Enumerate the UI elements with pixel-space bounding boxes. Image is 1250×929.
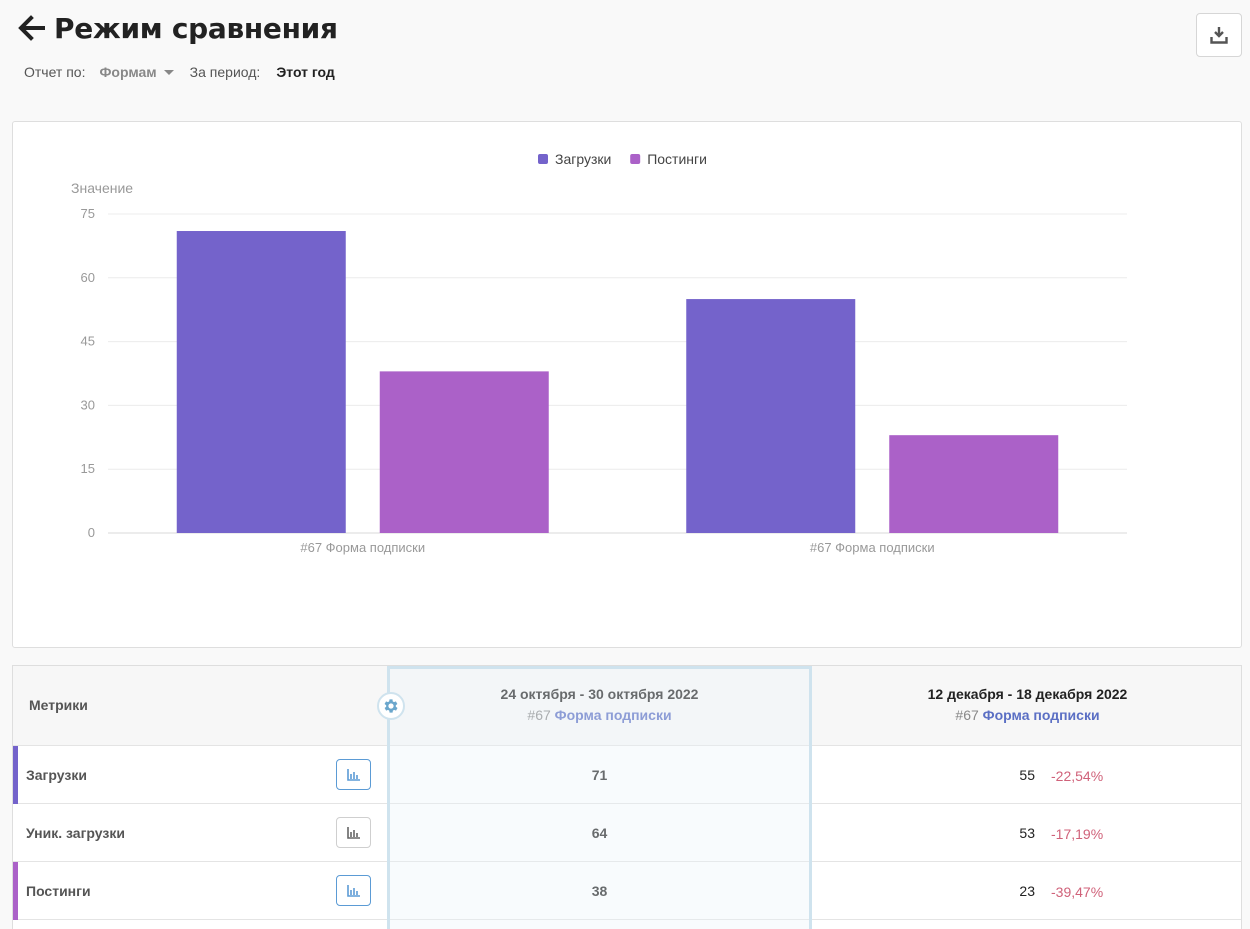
bar (686, 299, 856, 533)
y-tick-label: 45 (81, 334, 95, 349)
report-by-value: Формам (99, 64, 157, 80)
chart-toggle-button[interactable] (336, 875, 371, 906)
change-percent: -22,54% (1051, 768, 1104, 784)
change-percent: -39,47% (1051, 884, 1104, 900)
legend-swatch (630, 154, 641, 164)
gear-icon (384, 699, 398, 713)
table-row-postings: Постинги 38 23 -39,47% (13, 862, 1241, 920)
y-tick-label: 30 (81, 397, 95, 412)
legend-label: Загрузки (555, 151, 611, 167)
bar (176, 231, 346, 533)
table-row-downloads: Загрузки 71 55 -22,54% (13, 746, 1241, 804)
comparison-table: Метрики 24 октября - 30 октября 2022 #67… (12, 665, 1242, 929)
x-tick-label: #67 Форма подписки (810, 540, 935, 555)
y-tick-label: 0 (88, 525, 95, 540)
y-tick-label: 15 (81, 461, 95, 476)
legend-swatch (538, 154, 548, 164)
change-percent: -17,19% (1051, 826, 1104, 842)
chart-toggle-button[interactable] (336, 817, 371, 848)
y-tick-label: 60 (81, 270, 95, 285)
comparison-bar-chart: Загрузки Постинги Значение 0 15 30 45 60 75 #67 Ф… (71, 151, 1127, 555)
period-b-form-number: #67 (955, 707, 979, 723)
report-by-label: Отчет по: (24, 64, 86, 80)
table-row-unique-downloads: Уник. загрузки 64 53 -17,19% (13, 804, 1241, 862)
caret-down-icon (163, 69, 174, 75)
metric-name: Уник. загрузки (26, 825, 125, 841)
back-arrow-icon[interactable] (16, 13, 46, 43)
chart-toggle-button[interactable] (336, 759, 371, 790)
metric-name: Постинги (26, 883, 91, 899)
y-tick-label: 75 (81, 206, 95, 221)
legend-label: Постинги (647, 151, 707, 167)
period-a-form: #67 Форма подписки (387, 707, 812, 723)
bar (379, 371, 549, 533)
period-b-date: 12 декабря - 18 декабря 2022 (927, 686, 1128, 702)
report-by-dropdown[interactable]: Формам (99, 64, 174, 80)
period-a-form-number: #67 (527, 707, 551, 723)
period-a-form-link[interactable]: Форма подписки (554, 707, 672, 723)
report-filters: Отчет по: Формам За период: Этот год (24, 62, 335, 82)
compare-period-value: 23 (1019, 883, 1035, 899)
period-a-header: 24 октября - 30 октября 2022 #67 Форма п… (387, 666, 812, 723)
compare-period-value: 53 (1019, 825, 1035, 841)
download-button[interactable] (1196, 13, 1242, 57)
page-title: Режим сравнения (54, 11, 338, 45)
period-selector[interactable]: Этот год (276, 64, 335, 80)
base-period-value: 71 (591, 767, 608, 783)
base-period-value: 64 (591, 825, 608, 841)
chart-card: Загрузки Постинги Значение 0 15 30 45 60 75 #67 Ф… (12, 121, 1242, 648)
period-label: За период: (189, 64, 261, 80)
page-header: Режим сравнения (16, 8, 338, 48)
download-icon (1210, 27, 1228, 44)
y-axis-title: Значение (71, 180, 133, 196)
column-settings-button[interactable] (377, 692, 405, 720)
bar-chart-icon (346, 884, 360, 897)
table-header: Метрики 24 октября - 30 октября 2022 #67… (13, 666, 1241, 746)
period-a-date: 24 октября - 30 октября 2022 (500, 686, 699, 702)
row-color-marker (13, 746, 18, 804)
period-b-form: #67 Форма подписки (812, 707, 1241, 723)
bar (889, 435, 1059, 533)
bar-chart-icon (346, 768, 360, 781)
metric-name: Загрузки (26, 767, 87, 783)
x-tick-label: #67 Форма подписки (300, 540, 425, 555)
row-color-marker (13, 862, 18, 920)
period-b-header: 12 декабря - 18 декабря 2022 #67 Форма п… (812, 666, 1241, 723)
compare-period-value: 55 (1019, 767, 1035, 783)
period-b-form-link[interactable]: Форма подписки (982, 707, 1100, 723)
base-period-value: 38 (591, 883, 608, 899)
metrics-column-header: Метрики (29, 697, 88, 713)
bar-chart-icon (346, 826, 360, 839)
row-color-marker (13, 804, 18, 862)
